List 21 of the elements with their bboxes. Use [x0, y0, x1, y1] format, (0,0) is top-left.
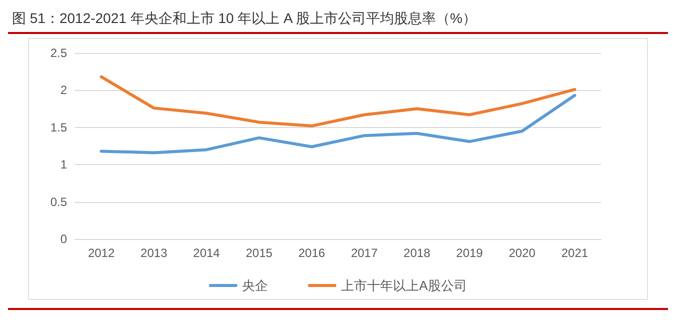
- x-tick-label: 2013: [140, 246, 168, 260]
- y-tick-label: 2: [60, 83, 68, 98]
- x-tick-label: 2021: [561, 246, 588, 260]
- x-tick-label: 2019: [456, 246, 484, 260]
- x-tick-label: 2015: [246, 246, 273, 260]
- x-tick-label: 2016: [298, 246, 326, 260]
- y-tick-label: 0.5: [50, 194, 68, 209]
- line-series: [100, 75, 576, 128]
- x-tick-label: 2012: [88, 246, 115, 260]
- x-tick-label: 2017: [350, 246, 378, 260]
- line-series: [100, 94, 576, 154]
- x-tick-label: 2018: [404, 246, 431, 260]
- x-tick-label: 2014: [193, 246, 220, 260]
- y-tick-label: 1.5: [50, 120, 68, 134]
- y-tick-label: 1: [60, 158, 68, 172]
- chart-title: 图 51：2012-2021 年央企和上市 10 年以上 A 股上市公司平均股息率（%）: [11, 9, 478, 28]
- legend-label: 央企: [242, 278, 268, 293]
- legend-label: 上市十年以上A股公司: [341, 278, 467, 293]
- y-tick-label: 0: [60, 232, 68, 246]
- x-tick-label: 2020: [508, 246, 536, 260]
- y-tick-label: 2.5: [50, 46, 68, 60]
